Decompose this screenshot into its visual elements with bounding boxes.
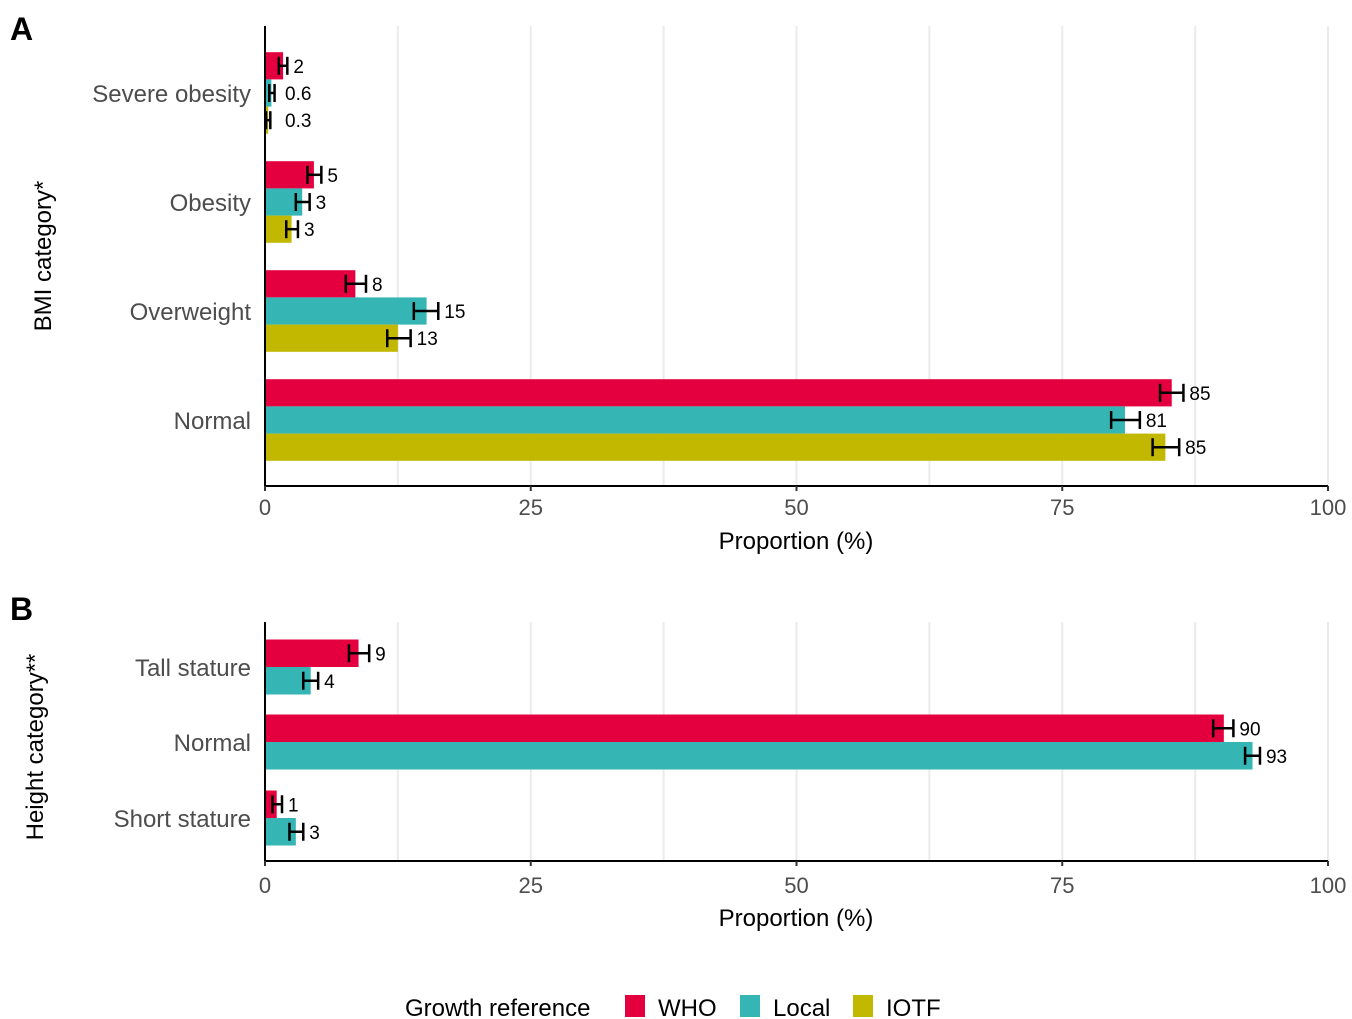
legend: Growth reference WHO Local IOTF <box>405 995 941 1019</box>
error-bar-obesity-local <box>294 193 311 211</box>
value-label: 4 <box>324 672 335 693</box>
legend-swatch-who <box>625 995 645 1017</box>
x-tick-label: 25 <box>519 873 543 898</box>
bar-overweight-who <box>265 270 356 298</box>
value-label: 8 <box>372 275 383 296</box>
x-tick-label: 0 <box>259 873 271 898</box>
bar-short-stature-who <box>265 790 277 818</box>
x-tick-label: 75 <box>1050 495 1074 520</box>
bar-overweight-iotf <box>265 324 398 352</box>
panel-b-letter: B <box>10 591 33 627</box>
x-tick-label: 50 <box>784 873 808 898</box>
bar-normal-who <box>265 379 1172 407</box>
error-bar-obesity-iotf <box>285 220 300 239</box>
error-bar-normal-local <box>1243 746 1262 765</box>
x-tick-label: 75 <box>1050 873 1074 898</box>
bar-normal-who <box>265 714 1224 742</box>
value-label: 81 <box>1146 411 1167 432</box>
x-tick-label: 0 <box>259 495 271 520</box>
bar-obesity-who <box>265 161 314 189</box>
category-label-obesity: Obesity <box>170 190 251 217</box>
value-label: 3 <box>304 220 315 241</box>
value-label: 0.3 <box>285 111 311 132</box>
category-label-tall-stature: Tall stature <box>135 655 251 682</box>
legend-label-who: WHO <box>658 995 717 1019</box>
category-label-normal: Normal <box>174 408 251 435</box>
value-label: 9 <box>375 644 386 665</box>
value-label: 2 <box>293 57 304 78</box>
category-label-severe-obesity: Severe obesity <box>92 81 251 108</box>
error-bar-normal-who <box>1211 719 1235 738</box>
panel-a-xlabel: Proportion (%) <box>719 528 874 555</box>
error-bar-obesity-who <box>306 165 323 184</box>
value-label: 15 <box>444 302 465 323</box>
value-label: 93 <box>1266 747 1287 768</box>
x-tick-label: 100 <box>1310 495 1347 520</box>
legend-label-iotf: IOTF <box>886 995 941 1019</box>
legend-swatch-iotf <box>853 995 873 1017</box>
x-tick-label: 25 <box>519 495 543 520</box>
value-label: 3 <box>309 823 320 844</box>
value-label: 85 <box>1185 438 1206 459</box>
legend-swatch-local <box>740 995 760 1017</box>
legend-label-local: Local <box>773 995 830 1019</box>
category-label-short-stature: Short stature <box>114 806 251 833</box>
error-bar-overweight-local <box>412 302 440 320</box>
value-label: 1 <box>288 795 299 816</box>
category-label-overweight: Overweight <box>130 299 252 326</box>
panel-b-xlabel: Proportion (%) <box>719 905 874 932</box>
error-bar-normal-who <box>1158 383 1185 402</box>
value-label: 13 <box>417 329 438 350</box>
panel-b-axes: Tall stature Normal Short stature 0 25 50 75 10… <box>114 622 1347 898</box>
error-bar-overweight-iotf <box>385 329 412 348</box>
bar-normal-local <box>265 406 1125 434</box>
error-bar-overweight-who <box>344 274 368 293</box>
value-label: 5 <box>327 166 338 187</box>
error-bar-normal-local <box>1109 411 1142 429</box>
error-bar-tall-stature-who <box>347 644 371 663</box>
value-label: 90 <box>1239 719 1260 740</box>
value-label: 3 <box>316 193 327 214</box>
error-bar-severe-obesity-local <box>268 84 276 102</box>
error-bar-normal-iotf <box>1151 438 1181 457</box>
error-bar-short-stature-who <box>271 795 284 814</box>
panel-b-bars: 9 4 90 93 13 <box>265 639 1287 846</box>
panel-b: B 9 4 90 93 13 Tall stature Normal Short statu… <box>10 591 1346 932</box>
panel-b-ylabel: Height category** <box>22 654 49 841</box>
value-label: 85 <box>1189 384 1210 405</box>
value-label: 0.6 <box>285 84 311 105</box>
error-bar-severe-obesity-who <box>277 56 289 75</box>
error-bar-severe-obesity-iotf <box>264 111 272 130</box>
legend-title: Growth reference <box>405 995 590 1019</box>
bar-normal-local <box>265 742 1253 770</box>
bar-normal-iotf <box>265 433 1166 461</box>
error-bar-short-stature-local <box>288 822 305 841</box>
panel-a-ylabel: BMI category* <box>30 181 57 332</box>
bar-overweight-local <box>265 297 427 325</box>
x-tick-label: 50 <box>784 495 808 520</box>
bar-tall-stature-who <box>265 639 359 667</box>
x-tick-label: 100 <box>1310 873 1347 898</box>
category-label-normal: Normal <box>174 730 251 757</box>
panel-a-grid <box>264 26 1329 486</box>
error-bar-tall-stature-local <box>302 671 320 690</box>
panel-a-letter: A <box>10 11 33 47</box>
